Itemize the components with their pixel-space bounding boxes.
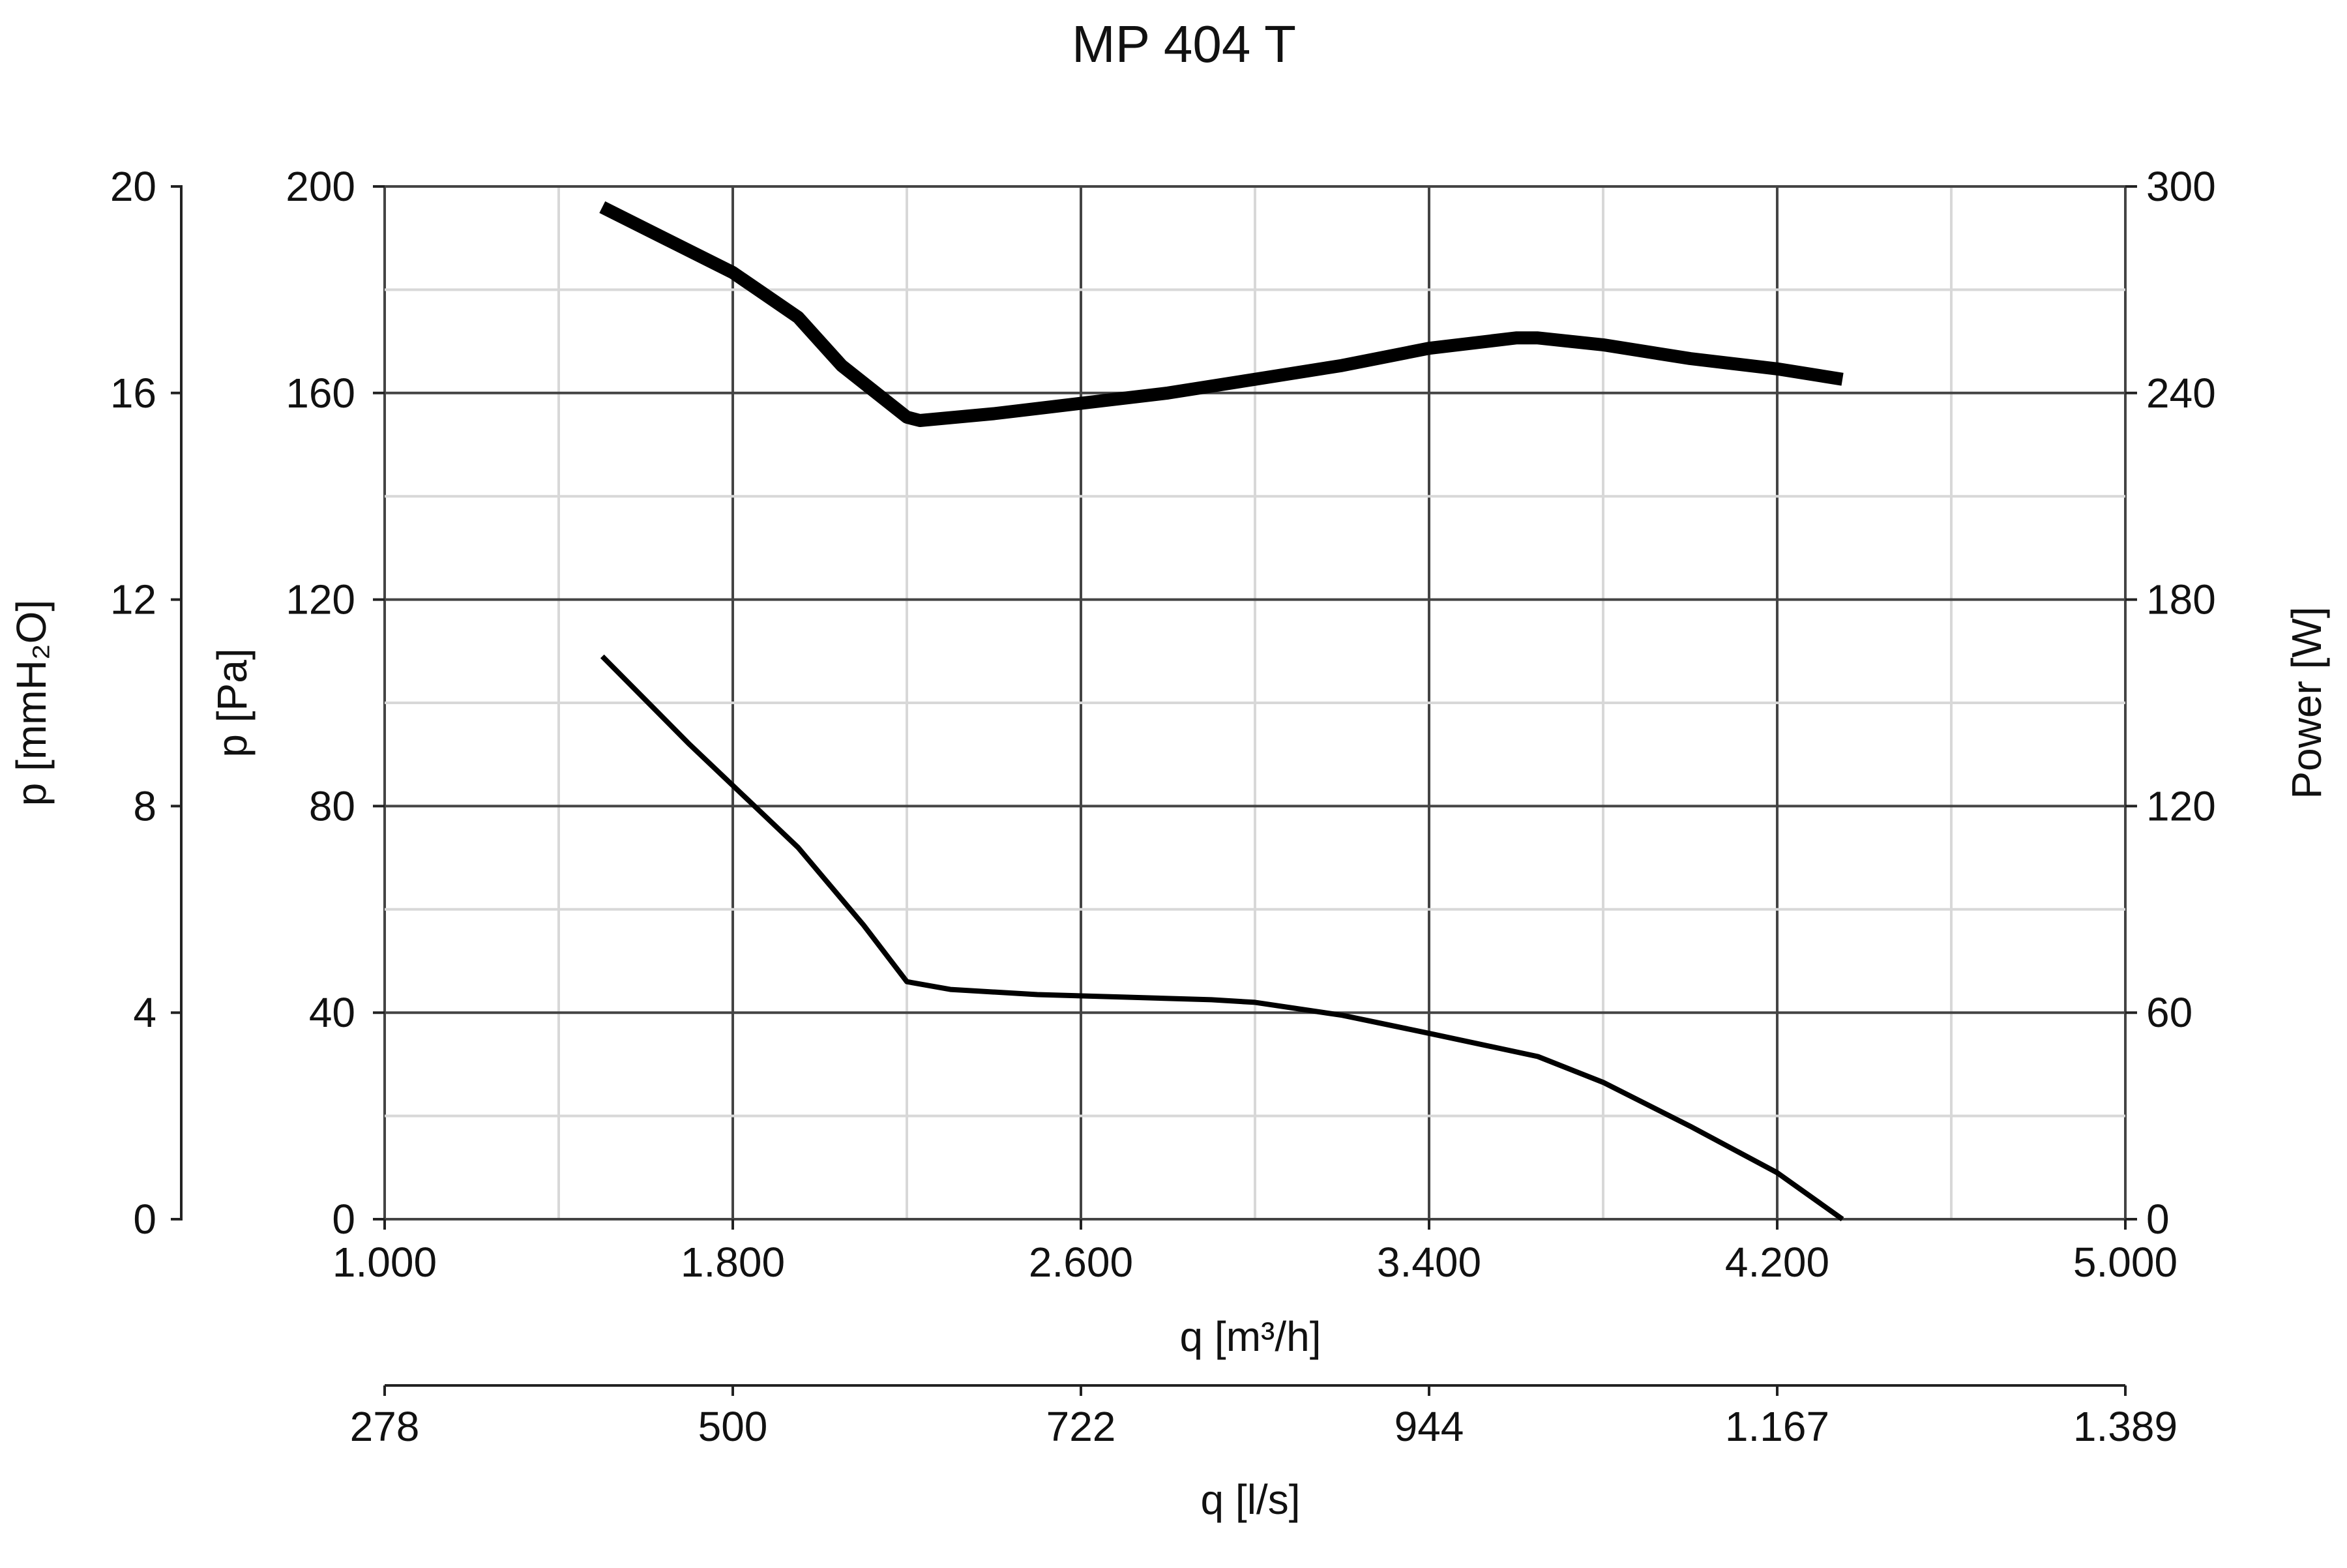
tick-labels: 048121620040801201602000601201802403001.… bbox=[110, 163, 2216, 1450]
y-tick-label-power: 60 bbox=[2146, 989, 2192, 1036]
x-tick-label-m3h: 4.200 bbox=[1725, 1239, 1829, 1286]
x-tick-label-m3h: 3.400 bbox=[1377, 1239, 1481, 1286]
y-tick-label-mmh2o: 0 bbox=[133, 1196, 156, 1243]
y-tick-label-pa: 40 bbox=[309, 989, 355, 1036]
x-tick-label-ls: 278 bbox=[350, 1403, 420, 1450]
chart-title: MP 404 T bbox=[1072, 15, 1296, 73]
y-tick-label-pa: 0 bbox=[332, 1196, 355, 1243]
y-tick-label-mmh2o: 20 bbox=[110, 163, 156, 210]
series-line-power bbox=[599, 201, 1844, 427]
y-tick-label-pa: 160 bbox=[286, 370, 355, 417]
x-tick-label-ls: 1.167 bbox=[1725, 1403, 1829, 1450]
x-axis-m3h-label: q [m³/h] bbox=[1180, 1313, 1321, 1360]
y-axis-mmh2o-label: p [mmH₂O] bbox=[8, 600, 55, 806]
y-tick-label-mmh2o: 8 bbox=[133, 782, 156, 829]
x-tick-label-m3h: 1.800 bbox=[681, 1239, 785, 1286]
grid bbox=[383, 185, 2127, 1220]
y-tick-label-mmh2o: 16 bbox=[110, 370, 156, 417]
x-tick-label-ls: 1.389 bbox=[2073, 1403, 2177, 1450]
x-axis-ls-label: q [l/s] bbox=[1201, 1476, 1301, 1523]
y-tick-label-power: 300 bbox=[2146, 163, 2216, 210]
x-tick-label-m3h: 1.000 bbox=[332, 1239, 437, 1286]
x-tick-label-ls: 500 bbox=[698, 1403, 768, 1450]
y-tick-label-power: 120 bbox=[2146, 782, 2216, 829]
x-tick-label-m3h: 5.000 bbox=[2073, 1239, 2177, 1286]
y-tick-label-power: 0 bbox=[2146, 1196, 2170, 1243]
y-tick-label-mmh2o: 4 bbox=[133, 989, 156, 1036]
y-tick-label-power: 240 bbox=[2146, 370, 2216, 417]
y-tick-label-pa: 120 bbox=[286, 576, 355, 623]
x-tick-label-m3h: 2.600 bbox=[1029, 1239, 1133, 1286]
y-axis-power-label: Power [W] bbox=[2283, 606, 2330, 799]
y-tick-label-power: 180 bbox=[2146, 576, 2216, 623]
y-tick-label-pa: 200 bbox=[286, 163, 355, 210]
y-axis-mmh2o bbox=[171, 185, 183, 1220]
x-tick-label-ls: 722 bbox=[1046, 1403, 1116, 1450]
y-axis-pa-label: p [Pa] bbox=[209, 648, 256, 757]
series-layer bbox=[599, 201, 1844, 1222]
y-tick-label-mmh2o: 12 bbox=[110, 576, 156, 623]
y-tick-label-pa: 80 bbox=[309, 782, 355, 829]
x-tick-label-ls: 944 bbox=[1395, 1403, 1464, 1450]
series-line-pressure bbox=[600, 654, 1844, 1222]
